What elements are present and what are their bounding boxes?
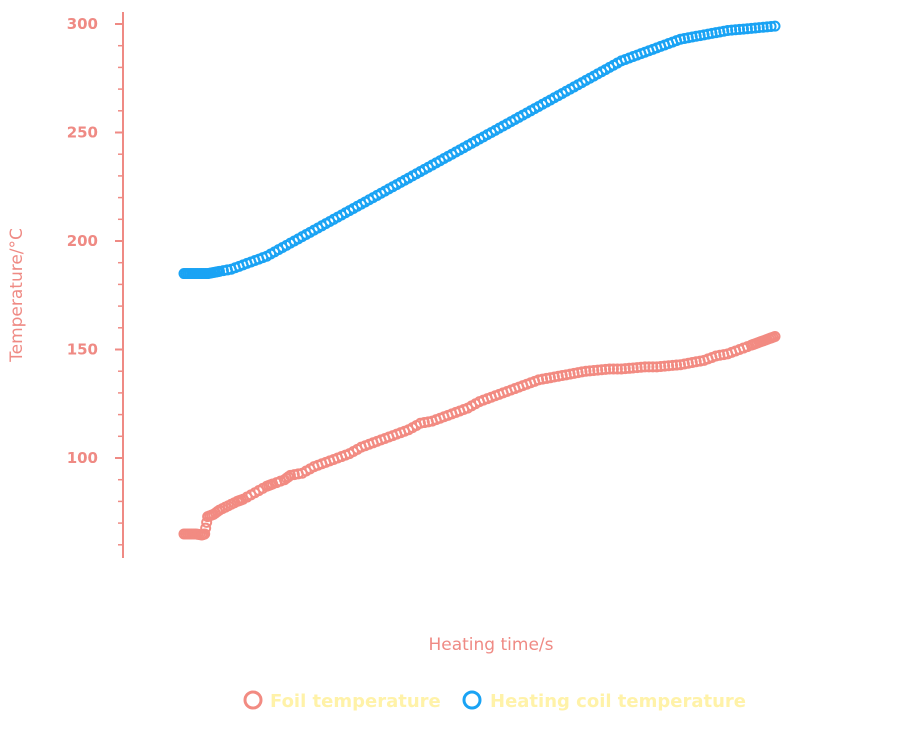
data-point [619,363,631,375]
data-point [627,362,639,374]
data-point [643,361,655,373]
y-tick-label: 150 [67,341,98,359]
data-point [584,365,596,377]
legend-foil-label: Foil temperature [270,691,441,712]
y-tick-label: 200 [67,232,98,250]
data-point [749,22,761,34]
y-tick-label: 300 [67,15,98,33]
legend-foil-marker [243,690,263,710]
data-point [745,22,757,34]
data-point [611,363,623,375]
data-point [737,23,749,35]
data-point [200,522,212,534]
legend: Foil temperature Heating coil temperatur… [243,690,746,712]
data-point [730,24,742,36]
data-point [761,21,773,33]
data-point [769,330,781,342]
data-point [600,363,612,375]
y-axis: 100 150 200 250 300 [67,12,124,558]
data-point [647,361,659,373]
data-point [734,23,746,35]
legend-coil-label: Heating coil temperature [490,691,746,712]
data-point [651,361,663,373]
data-point [631,362,643,374]
data-point [588,364,600,376]
data-point [741,23,753,35]
data-point [655,360,667,372]
data-point [607,363,619,375]
data-point [671,359,682,371]
y-tick-label: 250 [67,124,98,142]
data-point [580,365,592,377]
data-point [659,360,671,372]
data-point [592,364,604,376]
series-layer [178,20,781,541]
data-point [757,21,769,33]
data-point [623,362,635,374]
data-point [639,361,651,373]
series-heating-coil [178,20,781,280]
data-point [663,360,675,372]
data-point [722,25,734,37]
data-point [199,528,211,540]
data-point [753,22,765,34]
data-point [667,359,679,371]
legend-coil-marker [462,690,482,710]
data-point [765,21,777,33]
data-point [726,24,738,36]
y-axis-title: Temperature/°C [7,228,27,363]
data-point [769,20,781,32]
data-point [635,361,647,373]
data-point [596,364,608,376]
x-axis-title: Heating time/s [428,635,553,655]
data-point [615,363,627,375]
series-foil [178,330,781,541]
data-point [604,363,616,375]
y-tick-label: 100 [67,449,98,467]
data-point [201,516,213,528]
data-point [282,471,294,483]
